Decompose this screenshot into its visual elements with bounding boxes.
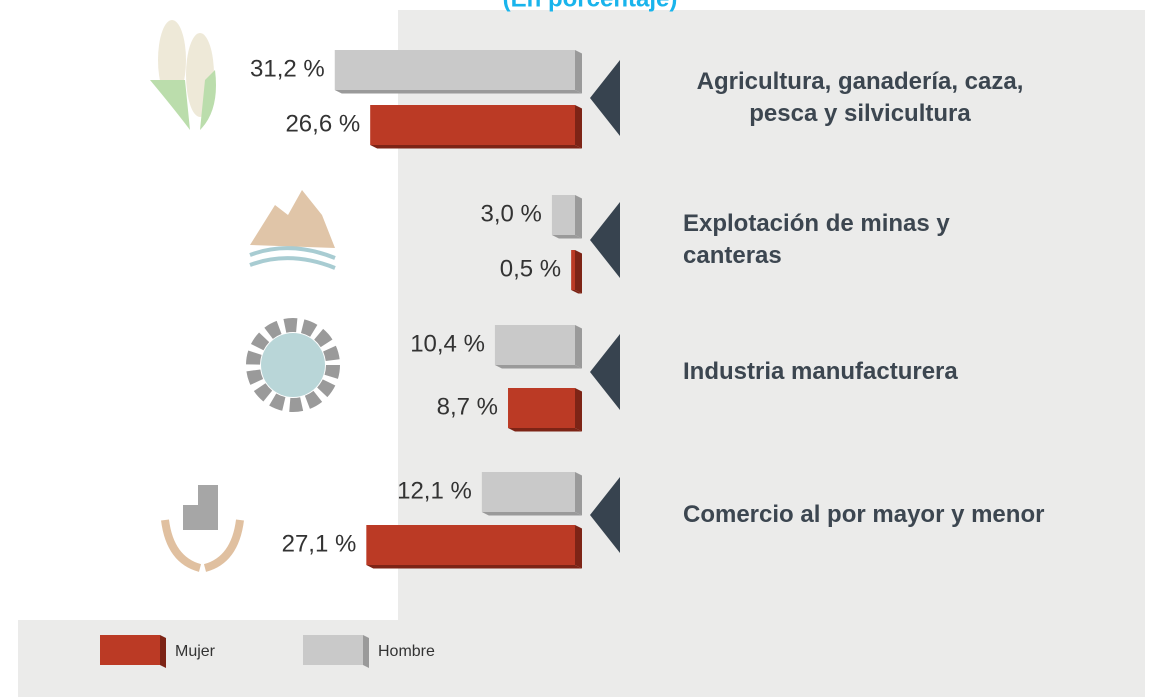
legend-swatch-side [363,635,369,668]
value-label: 26,6 % [285,110,360,137]
value-label: 3,0 % [481,200,542,227]
bar [481,472,582,516]
icon-corn [150,20,216,130]
value-label: 31,2 % [250,55,325,82]
value-label: 27,1 % [282,530,357,557]
legend-label: Hombre [378,643,435,660]
category-label: Explotación de minas y canteras [683,210,950,269]
pointer [590,477,620,553]
value-label: 8,7 % [437,393,498,420]
bar [571,250,582,294]
icon-coins [161,485,244,572]
bar [366,525,582,569]
pointer [590,202,620,278]
category-label: Agricultura, ganadería, caza, pesca y si… [696,68,1024,127]
pointer [590,60,620,136]
legend-label: Mujer [175,643,216,660]
category-label: Comercio al por mayor y menor [683,501,1045,528]
value-label: 10,4 % [410,330,485,357]
legend-swatch [303,635,363,665]
subtitle: (En porcentaje) [503,0,678,12]
legend-swatch-side [160,635,166,668]
value-label: 12,1 % [397,477,472,504]
bar [508,388,582,432]
value-label: 0,5 % [500,255,561,282]
bar [334,50,582,94]
bar [494,325,582,369]
category-label: Industria manufacturera [683,358,958,385]
icon-mountain [249,190,336,270]
pointer [590,334,620,410]
icon-gear [246,318,340,412]
bar [551,195,582,239]
bar [370,105,582,149]
legend-swatch [100,635,160,665]
